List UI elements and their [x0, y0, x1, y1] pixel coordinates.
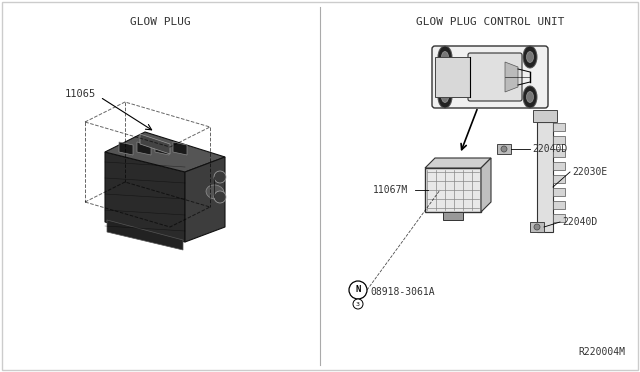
- Polygon shape: [185, 157, 225, 242]
- Bar: [533, 110, 557, 122]
- Text: R220004M: R220004M: [578, 347, 625, 357]
- Bar: [537, 122, 553, 232]
- Circle shape: [353, 299, 363, 309]
- Text: GLOW PLUG: GLOW PLUG: [130, 17, 190, 27]
- Text: 11065: 11065: [65, 89, 96, 99]
- Circle shape: [349, 281, 367, 299]
- Bar: [553, 149, 565, 157]
- Text: 22040D: 22040D: [532, 144, 567, 154]
- Polygon shape: [140, 134, 170, 154]
- Bar: [497, 144, 511, 154]
- Circle shape: [214, 171, 226, 183]
- Polygon shape: [105, 152, 185, 242]
- Text: 22030E: 22030E: [572, 167, 607, 177]
- Polygon shape: [119, 142, 133, 155]
- FancyBboxPatch shape: [432, 46, 548, 108]
- Polygon shape: [137, 142, 151, 155]
- Text: GLOW PLUG CONTROL UNIT: GLOW PLUG CONTROL UNIT: [416, 17, 564, 27]
- Text: 3: 3: [356, 301, 360, 307]
- Bar: [553, 162, 565, 170]
- Text: 11067M: 11067M: [372, 185, 408, 195]
- Circle shape: [214, 191, 226, 203]
- Bar: [553, 188, 565, 196]
- Text: N: N: [355, 285, 361, 295]
- Polygon shape: [173, 142, 187, 155]
- Circle shape: [501, 146, 507, 152]
- Ellipse shape: [523, 86, 537, 108]
- Polygon shape: [155, 142, 169, 155]
- Ellipse shape: [442, 51, 449, 62]
- Bar: [553, 201, 565, 209]
- Polygon shape: [105, 132, 225, 172]
- Bar: [443, 212, 463, 220]
- Polygon shape: [505, 62, 518, 92]
- Ellipse shape: [438, 46, 452, 68]
- Bar: [553, 123, 565, 131]
- Bar: [553, 214, 565, 222]
- Polygon shape: [481, 158, 491, 212]
- Text: 22040D: 22040D: [562, 217, 597, 227]
- Ellipse shape: [206, 185, 224, 199]
- FancyBboxPatch shape: [468, 53, 522, 101]
- Text: 08918-3061A: 08918-3061A: [370, 287, 435, 297]
- Bar: [553, 175, 565, 183]
- Circle shape: [534, 224, 540, 230]
- Ellipse shape: [527, 51, 534, 62]
- Polygon shape: [107, 220, 183, 250]
- Ellipse shape: [523, 46, 537, 68]
- Bar: [435, 57, 470, 97]
- Bar: [530, 222, 544, 232]
- Ellipse shape: [527, 92, 534, 103]
- Bar: [425, 168, 481, 212]
- Ellipse shape: [442, 92, 449, 103]
- Polygon shape: [425, 158, 491, 168]
- Bar: [553, 136, 565, 144]
- Ellipse shape: [438, 86, 452, 108]
